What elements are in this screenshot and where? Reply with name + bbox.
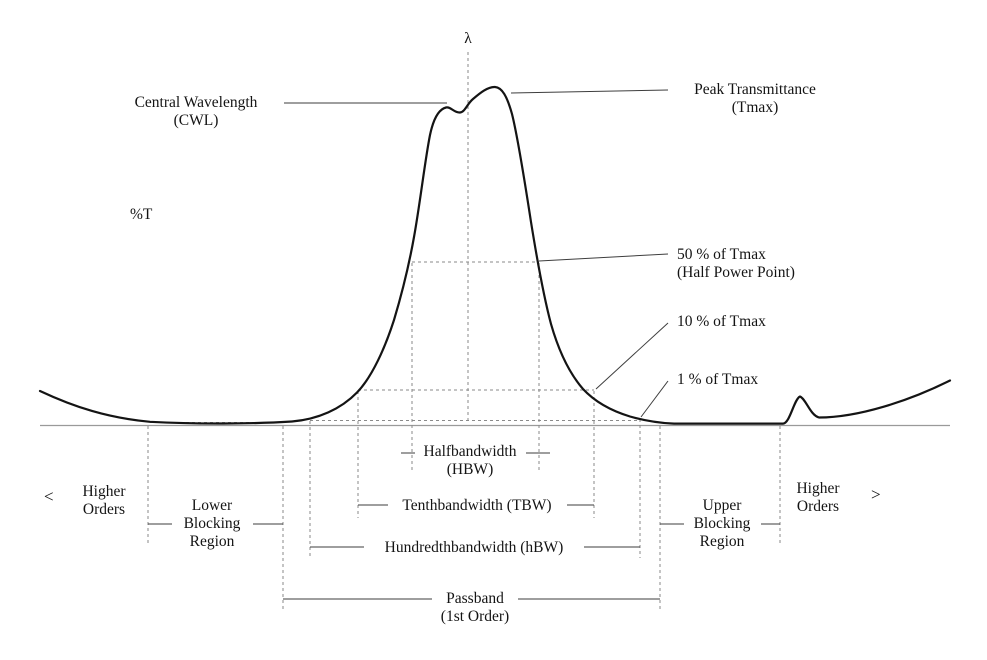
upper-blocking-region-label: Upper Blocking Region: [693, 497, 751, 550]
ten-percent-label: 10 % of Tmax: [677, 313, 766, 330]
right-direction-arrow: >: [871, 485, 881, 504]
one-percent-leader-line: [640, 380, 669, 418]
central-wavelength-label: Central Wavelength (CWL): [134, 94, 258, 129]
higher-orders-left-label: Higher Orders: [82, 483, 126, 518]
peak-transmittance-label: Peak Transmittance (Tmax): [694, 81, 816, 116]
hundredthbandwidth-label: Hundredthbandwidth (hBW): [384, 539, 564, 556]
ten-percent-leader-line: [595, 322, 669, 390]
one-percent-label: 1 % of Tmax: [677, 371, 759, 388]
peak-transmittance-leader-line: [510, 89, 669, 94]
halfbandwidth-label: Halfbandwidth (HBW): [423, 443, 517, 478]
tenthbandwidth-label: Tenthbandwidth (TBW): [402, 497, 552, 514]
fifty-percent-label: 50 % of Tmax (Half Power Point): [677, 246, 795, 281]
fifty-percent-leader-line: [538, 253, 669, 262]
lambda-axis-label: λ: [464, 30, 472, 47]
left-direction-arrow: <: [44, 487, 54, 506]
percent-transmittance-axis-label: %T: [130, 206, 153, 223]
higher-orders-right-label: Higher Orders: [796, 480, 840, 515]
lower-blocking-region-label: Lower Blocking Region: [183, 497, 241, 550]
passband-label: Passband (1st Order): [440, 590, 510, 625]
transmission-curve: [38, 85, 952, 425]
